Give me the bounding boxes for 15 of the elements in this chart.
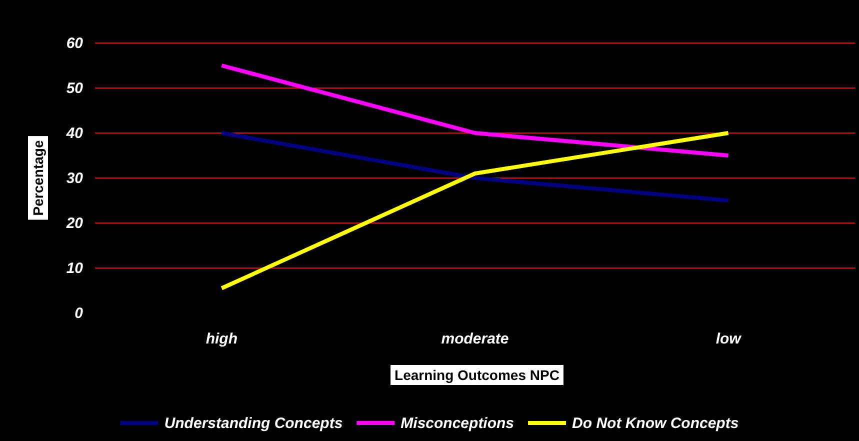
- y-tick-label: 0: [74, 304, 84, 322]
- x-tick-label: high: [206, 330, 238, 348]
- y-tick-label: 50: [66, 80, 84, 97]
- legend-label: Understanding Concepts: [164, 415, 343, 432]
- legend-label: Do Not Know Concepts: [572, 415, 739, 432]
- y-axis-title: Percentage: [30, 140, 46, 216]
- y-tick-label: 60: [66, 34, 84, 52]
- legend-label: Misconceptions: [400, 415, 514, 432]
- y-tick-label: 30: [66, 170, 84, 187]
- y-tick-label: 10: [66, 260, 84, 277]
- y-tick-label: 40: [65, 124, 84, 142]
- x-axis-title: Learning Outcomes NPC: [394, 367, 560, 383]
- x-tick-label: moderate: [441, 330, 509, 348]
- y-tick-label: 20: [65, 214, 84, 232]
- x-tick-label: low: [716, 330, 742, 348]
